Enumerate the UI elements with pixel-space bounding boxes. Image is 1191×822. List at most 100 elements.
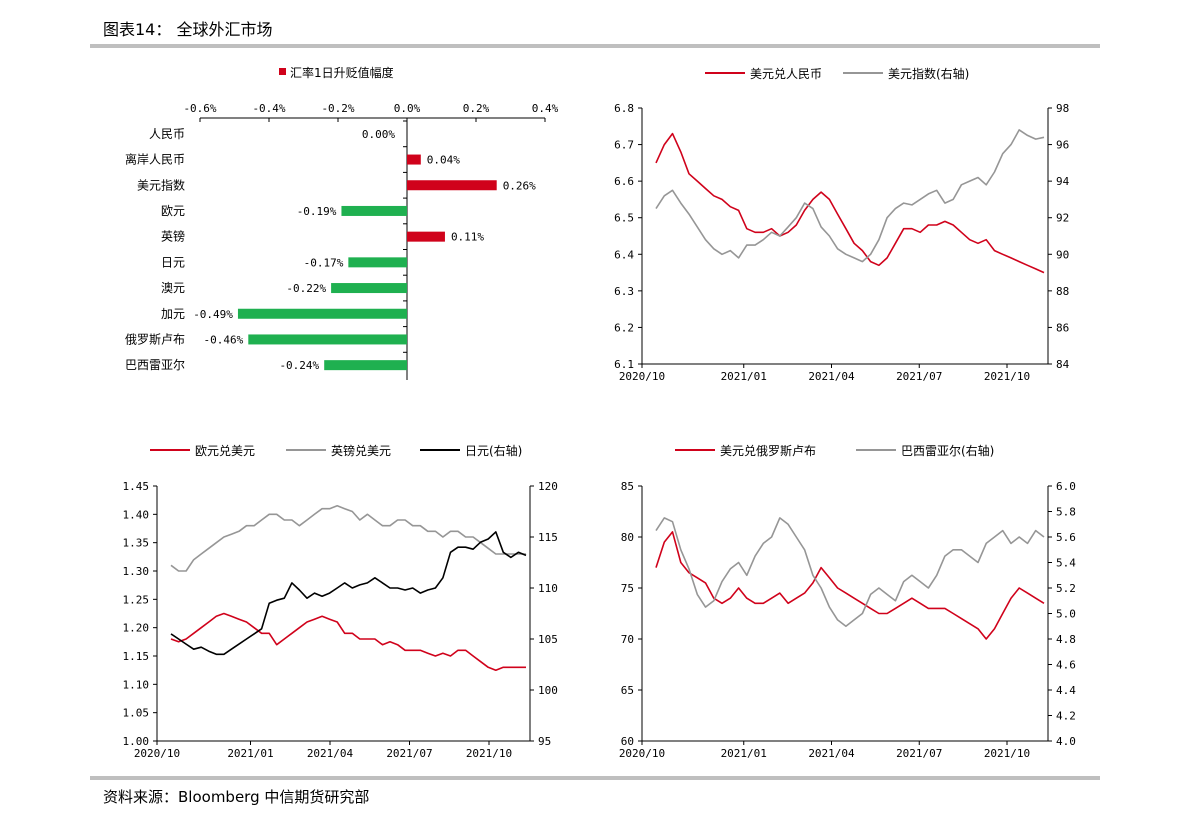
x-tick-label: -0.4%: [252, 102, 285, 115]
y2-tick-label: 98: [1056, 102, 1069, 115]
y2-tick-label: 4.6: [1056, 659, 1076, 672]
y2-tick-label: 5.6: [1056, 531, 1076, 544]
series-line: [655, 129, 1045, 263]
x-tick-label: 2021/04: [808, 370, 855, 383]
x-tick-label: 2021/04: [307, 747, 354, 760]
y-tick-label: 1.20: [123, 622, 150, 635]
y-tick-label: 6.2: [614, 321, 634, 334]
bar: [331, 283, 407, 294]
y-tick-label: 75: [621, 582, 634, 595]
legend-item: 巴西雷亚尔(右轴): [856, 443, 994, 458]
value-label: 0.11%: [451, 231, 484, 244]
y-tick-label: 80: [621, 531, 634, 544]
x-tick-label: 2021/10: [984, 370, 1030, 383]
legend-label: 巴西雷亚尔(右轴): [901, 443, 994, 458]
source-note: 资料来源：Bloomberg 中信期货研究部: [103, 788, 370, 806]
y2-tick-label: 4.8: [1056, 633, 1076, 646]
y-tick-label: 1.25: [123, 593, 150, 606]
value-label: -0.24%: [279, 359, 319, 372]
x-tick-label: 2021/10: [466, 747, 512, 760]
y2-tick-label: 4.0: [1056, 735, 1076, 748]
x-tick-label: 2021/10: [984, 747, 1030, 760]
y-tick-label: 6.5: [614, 212, 634, 225]
y2-tick-label: 92: [1056, 212, 1069, 225]
y-tick-label: 1.30: [123, 565, 150, 578]
category-label: 美元指数: [137, 177, 185, 192]
legend-item: 欧元兑美元: [150, 444, 255, 458]
x-tick-label: 2021/07: [386, 747, 432, 760]
line-chart-rub-brl: 美元兑俄罗斯卢布 巴西雷亚尔(右轴) 60 65 70 75 80 85 4.0 4.2 4.4…: [619, 443, 1076, 760]
top-rule: [90, 44, 1100, 48]
y2-tick-label: 88: [1056, 285, 1069, 298]
x-tick-label: 2020/10: [134, 747, 180, 760]
y-tick-label: 1.45: [123, 480, 150, 493]
y-tick-label: 6.4: [614, 248, 634, 261]
legend-label: 汇率1日升贬值幅度: [290, 65, 394, 80]
bottom-rule: [90, 776, 1100, 780]
y-tick-label: 6.3: [614, 285, 634, 298]
y-tick-label: 85: [621, 480, 634, 493]
series-line: [170, 531, 527, 656]
value-label: -0.22%: [286, 282, 326, 295]
category-label: 人民币: [149, 127, 185, 141]
legend-label: 日元(右轴): [465, 443, 522, 458]
y2-tick-label: 86: [1056, 321, 1069, 334]
y-tick-label: 6.8: [614, 102, 634, 115]
value-label: 0.26%: [503, 179, 536, 192]
series-line: [170, 504, 526, 572]
legend-item: 美元兑俄罗斯卢布: [675, 443, 816, 458]
y2-tick-label: 96: [1056, 139, 1069, 152]
y-tick-label: 70: [621, 633, 634, 646]
value-label: -0.46%: [204, 333, 244, 346]
x-tick-label: -0.6%: [183, 102, 216, 115]
bar: [341, 205, 407, 216]
y2-tick-label: 120: [538, 480, 558, 493]
x-tick-label: 2021/07: [896, 370, 942, 383]
y-tick-label: 1.40: [123, 508, 150, 521]
x-tick-label: 0.2%: [463, 102, 490, 115]
y2-tick-label: 84: [1056, 358, 1070, 371]
y-tick-label: 6.7: [614, 139, 634, 152]
x-tick-label: 2021/01: [721, 747, 767, 760]
bar: [248, 334, 407, 345]
figure-title: 图表14： 全球外汇市场: [103, 20, 273, 39]
y2-tick-label: 115: [538, 531, 558, 544]
y2-tick-label: 5.0: [1056, 608, 1076, 621]
y-tick-label: 1.35: [123, 537, 150, 550]
bar: [407, 231, 445, 242]
series-line: [170, 612, 526, 672]
x-tick-label: -0.2%: [321, 102, 354, 115]
category-label: 加元: [161, 307, 185, 321]
line-chart-eur-gbp-jpy: 欧元兑美元 英镑兑美元 日元(右轴) 1.00 1.05 1.10 1.15 1.20 1…: [123, 443, 558, 760]
value-label: -0.19%: [297, 205, 337, 218]
y-tick-label: 60: [621, 735, 634, 748]
y2-tick-label: 5.2: [1056, 582, 1076, 595]
bar: [324, 360, 407, 371]
legend-label: 美元兑俄罗斯卢布: [720, 443, 816, 458]
legend-label: 英镑兑美元: [331, 443, 391, 458]
y-tick-label: 1.15: [123, 650, 150, 663]
bar: [237, 308, 407, 319]
y-tick-label: 65: [621, 684, 634, 697]
bar: [407, 180, 497, 191]
y2-tick-label: 94: [1056, 175, 1070, 188]
legend-item: 日元(右轴): [420, 443, 522, 458]
category-label: 英镑: [161, 229, 185, 244]
x-tick-label: 2020/10: [619, 747, 665, 760]
series-line: [655, 132, 1045, 274]
series-line: [655, 531, 1045, 640]
y2-tick-label: 6.0: [1056, 480, 1076, 493]
legend-swatch: [279, 68, 286, 75]
legend-label: 美元指数(右轴): [888, 66, 969, 81]
x-tick-label: 0.4%: [532, 102, 559, 115]
y-tick-label: 1.05: [123, 707, 150, 720]
category-label: 巴西雷亚尔: [125, 357, 185, 372]
category-label: 俄罗斯卢布: [125, 331, 185, 346]
x-tick-label: 2021/07: [896, 747, 942, 760]
x-tick-label: 2021/04: [808, 747, 855, 760]
x-tick-label: 2020/10: [619, 370, 665, 383]
legend-label: 欧元兑美元: [195, 444, 255, 458]
y-tick-label: 1.00: [123, 735, 150, 748]
legend-item: 美元兑人民币: [705, 67, 822, 81]
